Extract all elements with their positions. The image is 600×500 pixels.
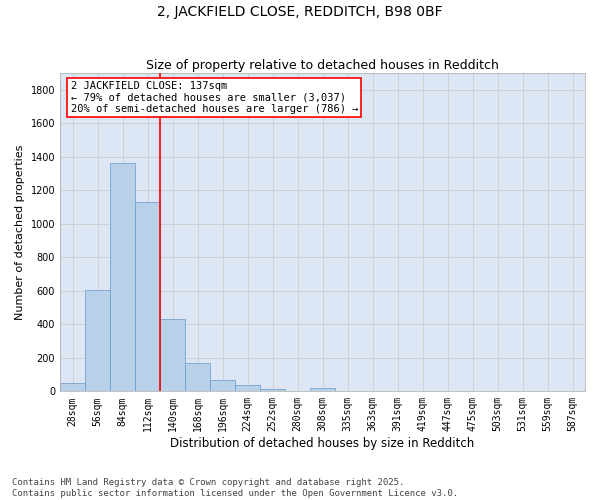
Bar — [210, 380, 235, 392]
Bar — [185, 363, 210, 392]
Bar — [310, 388, 335, 392]
Y-axis label: Number of detached properties: Number of detached properties — [15, 144, 25, 320]
Text: 2 JACKFIELD CLOSE: 137sqm
← 79% of detached houses are smaller (3,037)
20% of se: 2 JACKFIELD CLOSE: 137sqm ← 79% of detac… — [71, 81, 358, 114]
Bar — [160, 320, 185, 392]
X-axis label: Distribution of detached houses by size in Redditch: Distribution of detached houses by size … — [170, 437, 475, 450]
Bar — [60, 383, 85, 392]
Bar — [110, 163, 135, 392]
Bar — [135, 202, 160, 392]
Bar — [235, 384, 260, 392]
Bar — [85, 290, 110, 392]
Bar — [260, 389, 285, 392]
Text: Contains HM Land Registry data © Crown copyright and database right 2025.
Contai: Contains HM Land Registry data © Crown c… — [12, 478, 458, 498]
Title: Size of property relative to detached houses in Redditch: Size of property relative to detached ho… — [146, 59, 499, 72]
Text: 2, JACKFIELD CLOSE, REDDITCH, B98 0BF: 2, JACKFIELD CLOSE, REDDITCH, B98 0BF — [157, 5, 443, 19]
